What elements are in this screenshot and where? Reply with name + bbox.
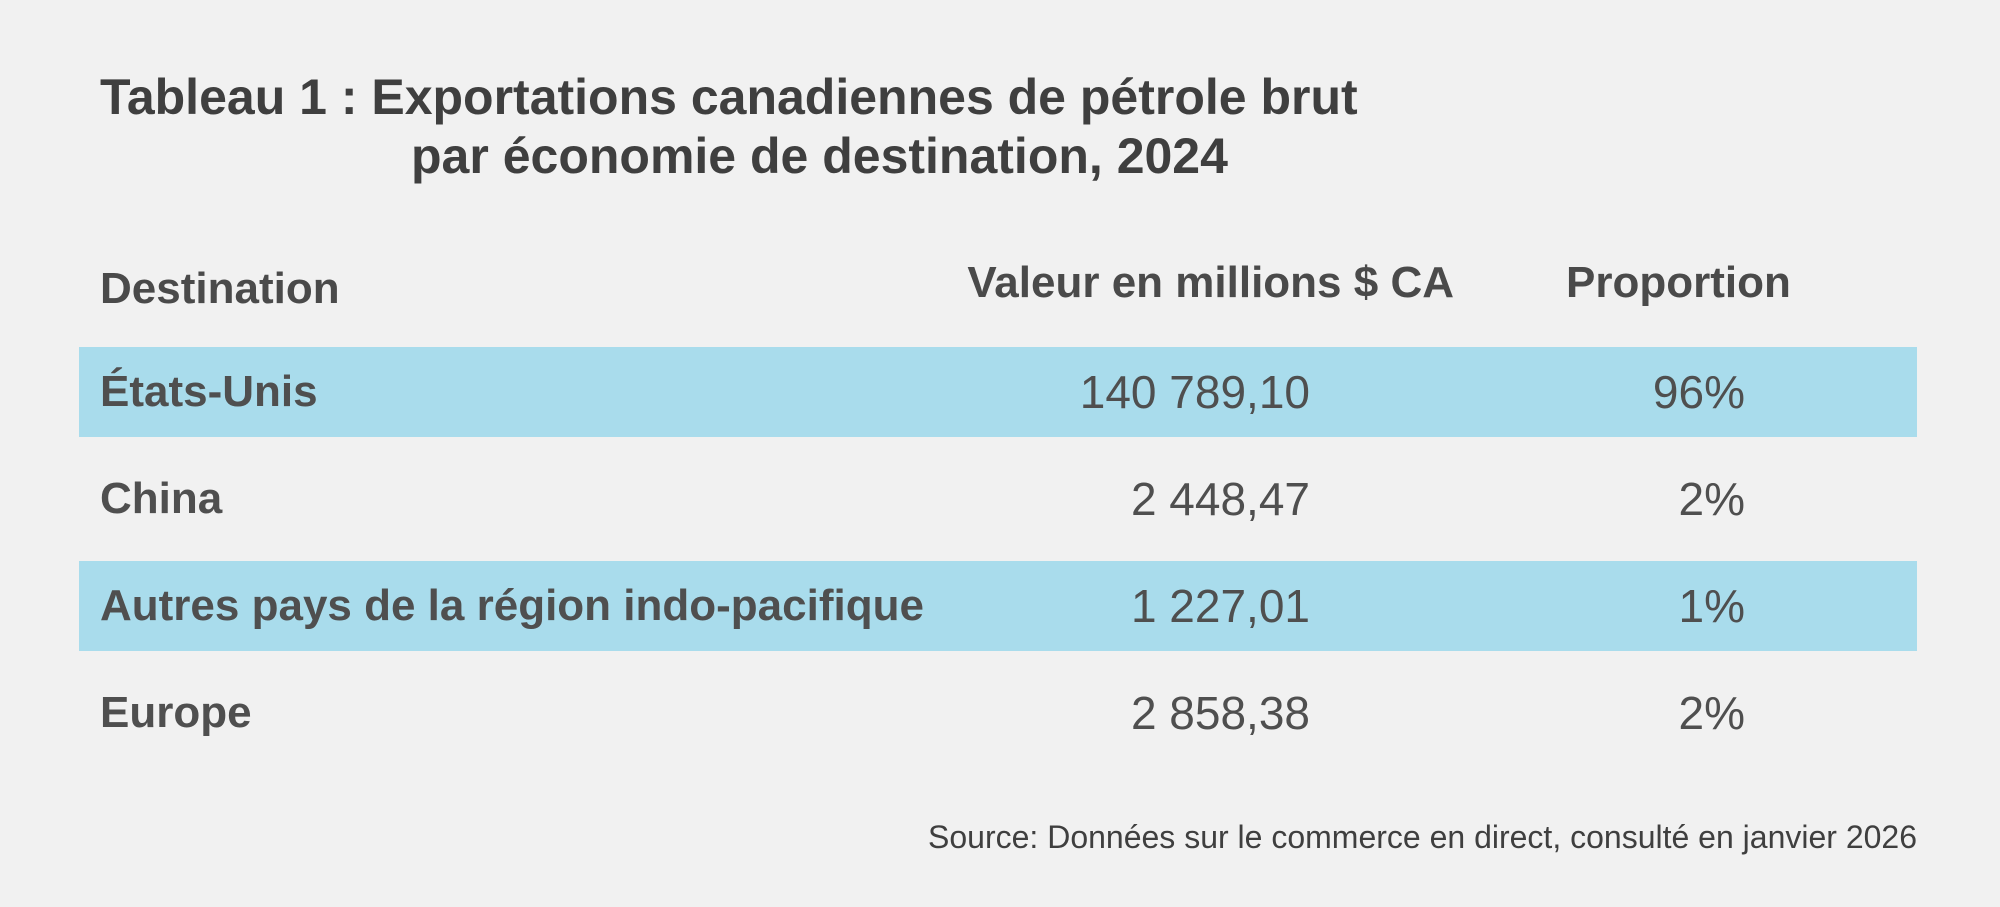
value: 2 448,47	[1130, 473, 1310, 525]
destination: China	[100, 474, 223, 523]
value: 2 858,38	[1130, 687, 1310, 739]
title-line: Tableau 1 : Exportations canadiennes de …	[100, 69, 1358, 125]
value: 140 789,10	[1079, 366, 1310, 418]
destination: Autres pays de la région indo-pacifique	[100, 581, 924, 630]
row-band	[79, 347, 1917, 437]
destination: Europe	[100, 688, 252, 737]
column-header: Destination	[100, 264, 340, 313]
destination: États-Unis	[100, 367, 318, 416]
share: 2%	[1678, 473, 1745, 525]
title-line: par économie de destination, 2024	[411, 128, 1228, 184]
row-band	[79, 561, 1917, 651]
value: 1 227,01	[1130, 580, 1310, 632]
column-header: Valeur en millions $ CA	[967, 258, 1454, 307]
column-header: Proportion	[1566, 258, 1791, 307]
source-note: Source: Données sur le commerce en direc…	[928, 819, 1917, 855]
share: 2%	[1678, 687, 1745, 739]
share: 96%	[1652, 366, 1745, 418]
share: 1%	[1678, 580, 1745, 632]
